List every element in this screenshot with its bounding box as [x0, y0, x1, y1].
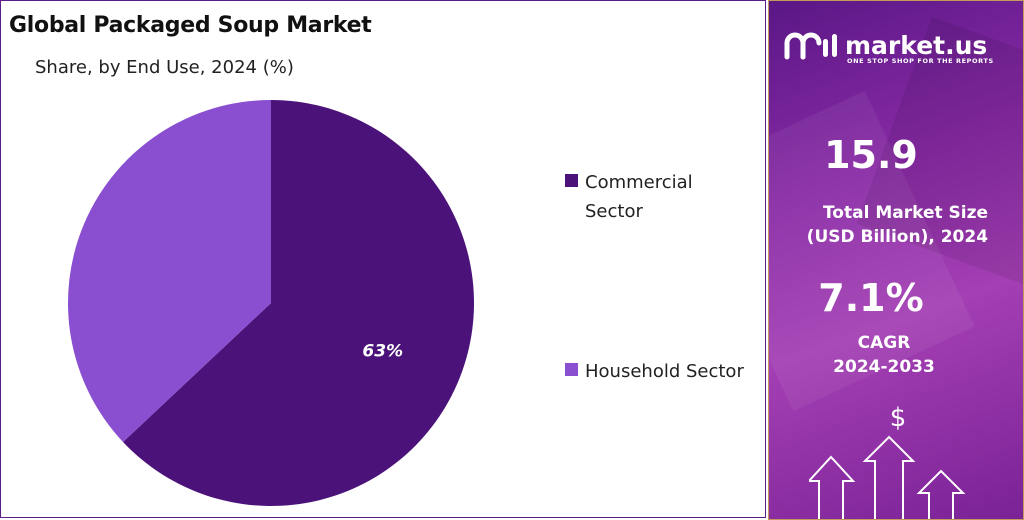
brand-logo: market.us: [783, 31, 987, 61]
chart-subtitle: Share, by End Use, 2024 (%): [35, 57, 294, 78]
pie-slice-household: [67, 100, 271, 442]
pie-data-label: 63%: [362, 341, 403, 361]
market-us-logo-icon: [784, 32, 837, 60]
pie-slice-commercial: [123, 100, 475, 506]
stats-panel: market.us ONE STOP SHOP FOR THE REPORTS …: [768, 0, 1024, 520]
cagr-value: 7.1%: [818, 276, 924, 320]
market-size-label: Total Market Size (USD Billion), 2024: [806, 203, 989, 247]
legend-label-household: Household Sector: [585, 361, 744, 382]
chart-panel: Global Packaged Soup Market Share, by En…: [0, 0, 766, 518]
legend-label-commercial: Commercial Sector: [585, 172, 693, 222]
brand-tagline: ONE STOP SHOP FOR THE REPORTS: [847, 57, 994, 65]
legend-item-commercial: Commercial Sector: [565, 168, 725, 226]
growth-arrows-icon: [809, 435, 966, 519]
cagr-label: CAGR 2024-2033: [833, 333, 935, 377]
legend-item-household: Household Sector: [565, 357, 765, 386]
chart-title: Global Packaged Soup Market: [9, 13, 372, 38]
brand-name: market.us: [845, 31, 988, 60]
pie-chart: 63%: [67, 100, 475, 506]
dollar-icon: $: [889, 403, 907, 433]
market-size-value: 15.9: [824, 133, 918, 177]
legend-swatch-household: [565, 363, 578, 376]
legend-swatch-commercial: [565, 174, 578, 187]
